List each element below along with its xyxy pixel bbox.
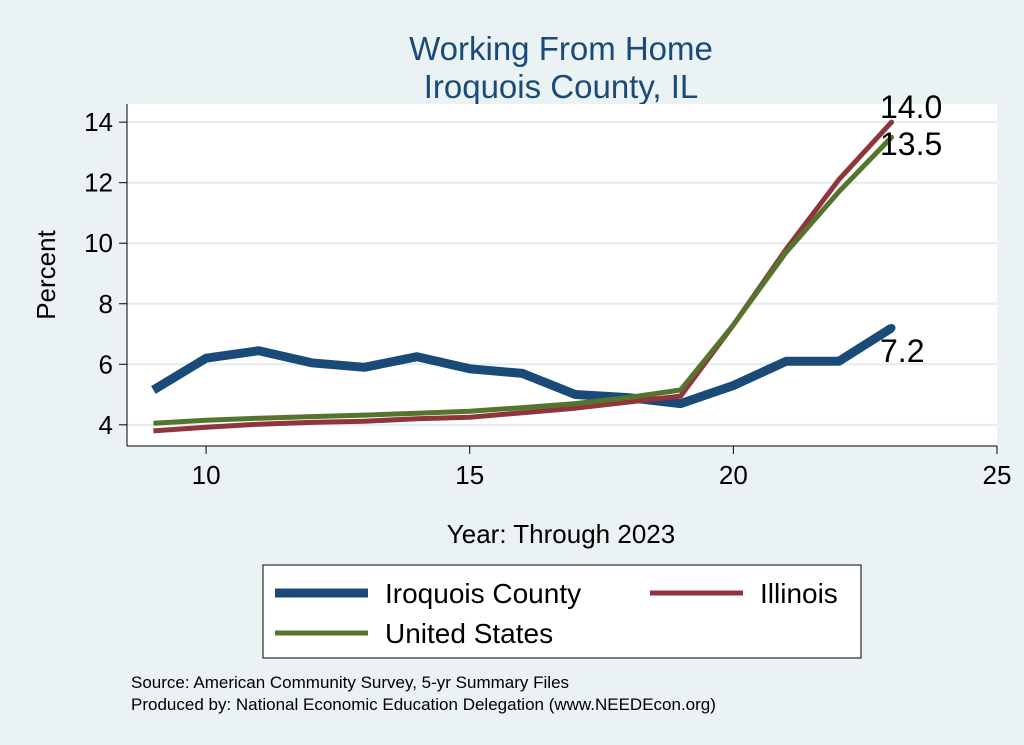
x-tick-label-25: 25 xyxy=(983,460,1012,490)
series-lines xyxy=(151,119,896,434)
y-tick-label-12: 12 xyxy=(84,168,113,198)
y-axis: 4 6 8 10 12 14 xyxy=(84,104,128,446)
legend-label-illinois: Illinois xyxy=(760,578,838,609)
chart-title-line-1: Working From Home xyxy=(409,30,713,67)
y-tick-label-8: 8 xyxy=(99,289,113,319)
y-tick-label-14: 14 xyxy=(84,107,113,137)
y-tick-label-4: 4 xyxy=(99,410,113,440)
source-note: Source: American Community Survey, 5-yr … xyxy=(131,673,569,692)
series-end-point-illinois xyxy=(889,119,895,125)
legend-label-iroquois-county: Iroquois County xyxy=(385,578,581,609)
producer-note: Produced by: National Economic Education… xyxy=(131,695,716,714)
series-end-point-iroquois-county xyxy=(887,323,896,332)
legend-box xyxy=(262,564,862,659)
y-tick-label-10: 10 xyxy=(84,228,113,258)
x-axis-title: Year: Through 2023 xyxy=(447,519,675,549)
end-label-illinois: 14.0 xyxy=(880,89,942,125)
end-label-iroquois-county: 7.2 xyxy=(880,333,924,369)
x-axis: 10 15 20 25 xyxy=(127,445,1012,490)
x-tick-label-15: 15 xyxy=(455,460,484,490)
x-tick-label-20: 20 xyxy=(719,460,748,490)
end-label-united-states: 13.5 xyxy=(880,126,942,162)
legend-label-united-states: United States xyxy=(385,618,553,649)
y-tick-label-6: 6 xyxy=(99,349,113,379)
legend: Iroquois County Illinois United States xyxy=(262,564,862,659)
series-line-iroquois-county xyxy=(151,324,894,409)
plot-area xyxy=(127,104,997,446)
series-line-united-states xyxy=(153,135,894,426)
chart-title-line-2: Iroquois County, IL xyxy=(424,68,699,105)
grid-lines xyxy=(127,121,997,426)
x-tick-label-10: 10 xyxy=(192,460,221,490)
y-axis-title: Percent xyxy=(31,229,61,319)
series-end-point-united-states xyxy=(889,134,895,140)
